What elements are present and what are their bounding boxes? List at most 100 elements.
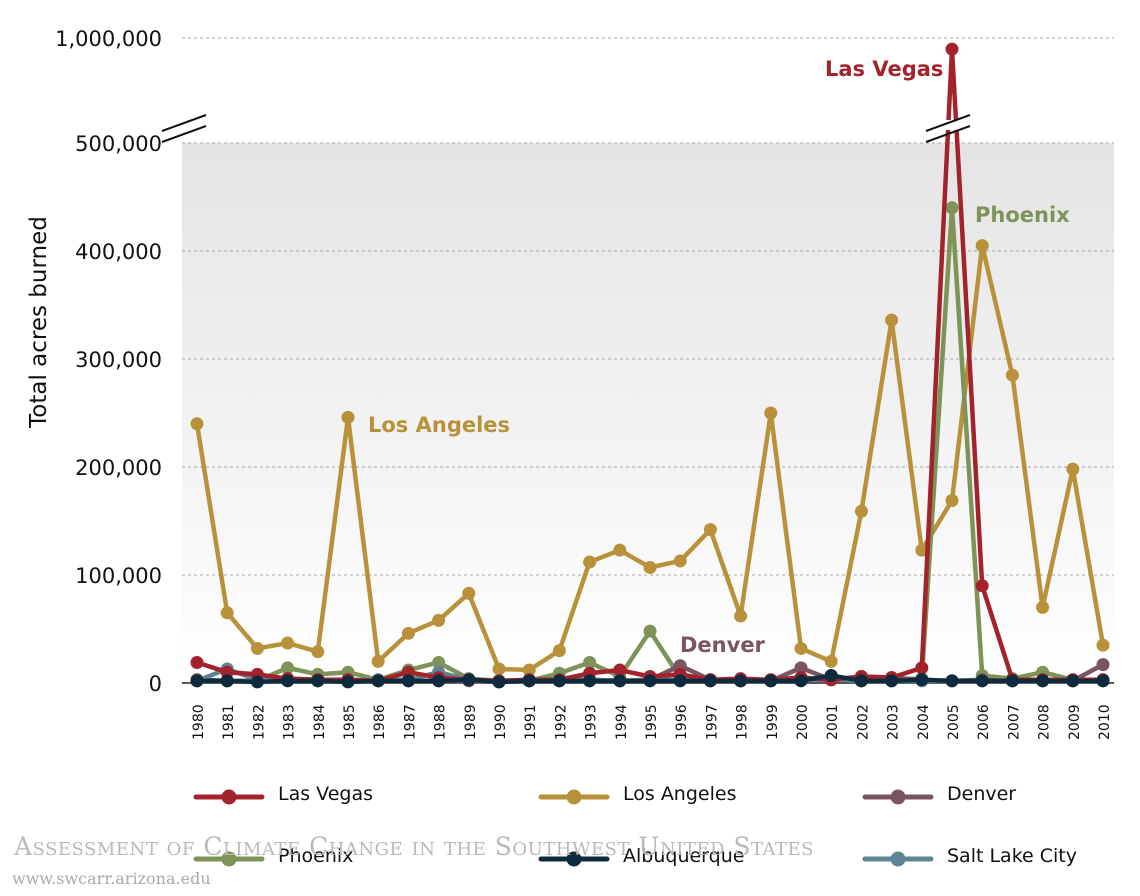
y-tick-label: 300,000 xyxy=(75,348,162,372)
legend-item-phoenix: Phoenix xyxy=(193,845,353,867)
data-point xyxy=(401,626,415,640)
y-axis-label: Total acres burned xyxy=(26,216,52,429)
x-tick-label: 2008 xyxy=(1037,704,1053,740)
data-point xyxy=(1096,658,1110,672)
y-tick-label: 500,000 xyxy=(75,132,162,156)
data-point xyxy=(432,613,446,627)
data-point xyxy=(190,655,204,669)
x-tick-label: 2003 xyxy=(886,704,902,740)
data-point xyxy=(432,655,446,669)
data-point xyxy=(583,674,597,688)
x-tick-label: 1981 xyxy=(221,704,237,740)
y-tick-label: 100,000 xyxy=(75,564,162,588)
data-point xyxy=(975,239,989,253)
data-point xyxy=(1066,462,1080,476)
data-point xyxy=(794,674,808,688)
data-point xyxy=(190,417,204,431)
x-tick-label: 1992 xyxy=(553,704,569,740)
data-point xyxy=(341,675,355,689)
x-tick-label: 1988 xyxy=(433,704,449,740)
legend-swatch-marker xyxy=(221,851,237,867)
data-point xyxy=(1005,674,1019,688)
data-point xyxy=(945,201,959,215)
x-tick-label: 1995 xyxy=(644,704,660,740)
x-tick-label: 1980 xyxy=(191,704,207,740)
data-point xyxy=(764,674,778,688)
plot-background xyxy=(182,143,1114,683)
x-tick-label: 2000 xyxy=(795,704,811,740)
legend-item-las-vegas: Las Vegas xyxy=(193,783,373,805)
legend-item-albuquerque: Albuquerque xyxy=(538,845,744,867)
data-point xyxy=(190,674,204,688)
y-tick-label: 200,000 xyxy=(75,456,162,480)
data-point xyxy=(281,636,295,650)
data-point xyxy=(281,674,295,688)
data-point xyxy=(281,661,295,675)
axis-break-slash xyxy=(161,125,207,143)
legend-label: Phoenix xyxy=(278,845,353,867)
data-point xyxy=(915,661,929,675)
data-point xyxy=(945,674,959,688)
legend-swatch-marker xyxy=(890,789,906,805)
data-point xyxy=(401,674,415,688)
data-point xyxy=(311,674,325,688)
data-point xyxy=(220,606,234,620)
legend-item-los-angeles: Los Angeles xyxy=(538,783,736,805)
axis-break-slash xyxy=(925,114,971,132)
data-point xyxy=(1005,368,1019,382)
x-tick-label: 1985 xyxy=(342,704,358,740)
data-point xyxy=(854,674,868,688)
x-tick-label: 2002 xyxy=(855,704,871,740)
x-tick-label: 2009 xyxy=(1067,704,1083,740)
data-point xyxy=(734,674,748,688)
data-point xyxy=(673,674,687,688)
data-point xyxy=(583,555,597,569)
legend-swatch-marker xyxy=(890,851,906,867)
x-tick-label: 1984 xyxy=(312,704,328,740)
data-point xyxy=(613,674,627,688)
data-point xyxy=(1036,600,1050,614)
x-tick-label: 1994 xyxy=(614,704,630,740)
legend-swatch-marker xyxy=(566,789,582,805)
data-point xyxy=(703,523,717,537)
data-point xyxy=(854,504,868,518)
data-point xyxy=(220,674,234,688)
data-point xyxy=(522,663,536,677)
legend-label: Las Vegas xyxy=(278,783,373,805)
data-point xyxy=(371,674,385,688)
data-point xyxy=(643,560,657,574)
legend-item-denver: Denver xyxy=(862,783,1016,805)
x-tick-label: 1991 xyxy=(523,704,539,740)
series-los-angeles xyxy=(190,239,1110,677)
x-tick-label: 1999 xyxy=(765,704,781,740)
data-point xyxy=(824,668,838,682)
data-point xyxy=(885,674,899,688)
x-tick-label: 2007 xyxy=(1006,704,1022,740)
x-tick-label: 1983 xyxy=(282,704,298,740)
legend-label: Albuquerque xyxy=(623,845,744,867)
data-point xyxy=(915,673,929,687)
data-point xyxy=(1096,638,1110,652)
data-point xyxy=(583,655,597,669)
legend-swatch-marker xyxy=(566,851,582,867)
data-point xyxy=(1096,674,1110,688)
data-point xyxy=(764,406,778,420)
data-point xyxy=(311,645,325,659)
data-point xyxy=(250,675,264,689)
x-tick-label: 2005 xyxy=(946,704,962,740)
data-point xyxy=(341,410,355,424)
axis-break-slash xyxy=(161,114,207,132)
data-point xyxy=(552,674,566,688)
data-point xyxy=(492,675,506,689)
legend-label: Salt Lake City xyxy=(947,845,1077,867)
x-tick-label: 1996 xyxy=(674,704,690,740)
axis-break-slash xyxy=(925,125,971,143)
data-point xyxy=(250,641,264,655)
data-point xyxy=(552,644,566,658)
data-point xyxy=(885,313,899,327)
y-tick-label: 1,000,000 xyxy=(55,27,162,51)
x-tick-label: 1987 xyxy=(402,704,418,740)
y-tick-label: 400,000 xyxy=(75,240,162,264)
x-tick-label: 1982 xyxy=(251,704,267,740)
data-point xyxy=(1066,674,1080,688)
